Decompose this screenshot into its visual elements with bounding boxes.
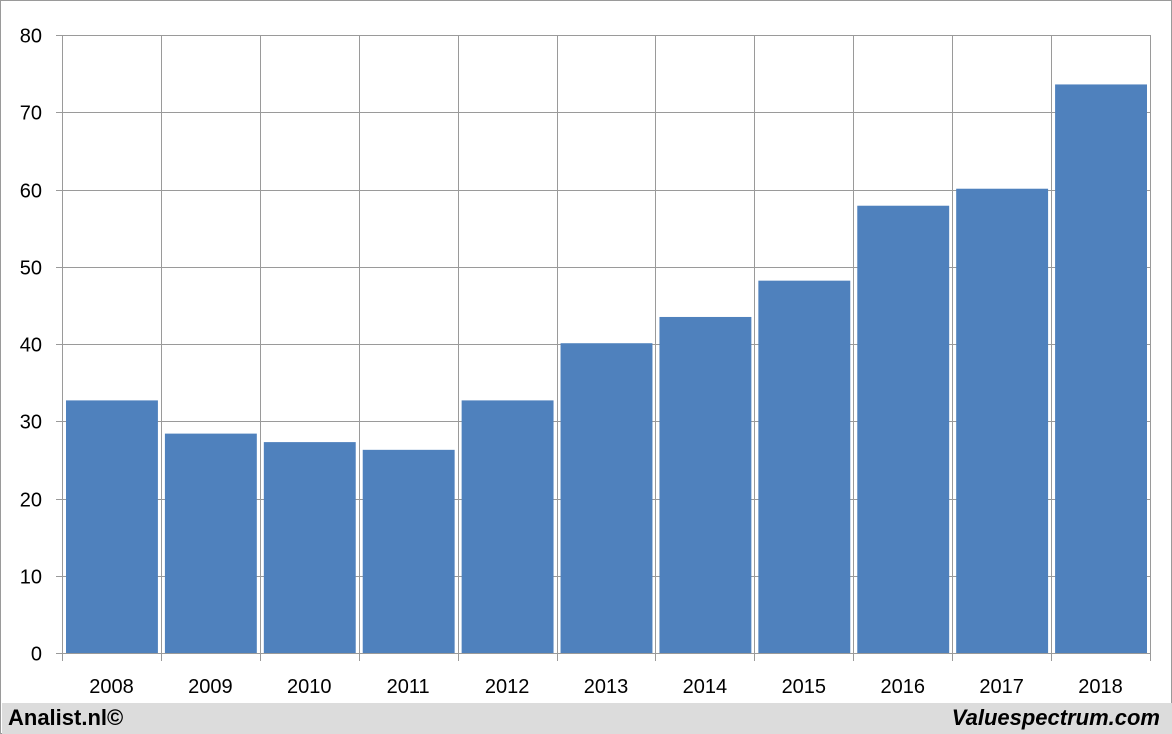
y-tick-label: 40 xyxy=(20,335,42,357)
y-tick-label: 10 xyxy=(20,567,42,589)
x-tick-label: 2017 xyxy=(979,676,1024,698)
x-tick-label: 2011 xyxy=(387,676,430,698)
x-tick-label: 2013 xyxy=(584,676,629,698)
y-tick-label: 50 xyxy=(20,258,42,280)
bar-2015 xyxy=(758,280,851,653)
bar-2010 xyxy=(263,442,356,653)
y-tick-label: 80 xyxy=(20,26,42,48)
bar-2012 xyxy=(461,400,554,653)
x-tick-label: 2018 xyxy=(1078,676,1123,698)
bar-2013 xyxy=(560,343,653,653)
x-tick-label: 2016 xyxy=(880,676,925,698)
bar-series xyxy=(66,84,1147,654)
y-tick-label: 20 xyxy=(20,490,42,512)
y-tick-label: 30 xyxy=(20,412,42,434)
footer-source: Valuespectrum.com xyxy=(951,705,1160,730)
x-axis-tick-labels: 2008 2009 2010 2011 2012 2013 2014 2015 2016 2017… xyxy=(89,676,1123,698)
x-tick-label: 2008 xyxy=(89,676,134,698)
y-tick-label: 0 xyxy=(31,644,42,666)
bar-2014 xyxy=(659,316,752,653)
x-tick-label: 2009 xyxy=(188,676,233,698)
bar-2017 xyxy=(956,188,1049,654)
footer-copyright: Analist.nl© xyxy=(8,705,124,730)
bar-2008 xyxy=(66,400,158,653)
x-tick-label: 2012 xyxy=(485,676,530,698)
bar-2016 xyxy=(857,205,950,653)
x-tick-label: 2015 xyxy=(782,676,827,698)
axes xyxy=(56,35,1150,654)
x-tick-label: 2014 xyxy=(683,676,728,698)
y-tick-label: 70 xyxy=(20,103,42,125)
x-tick-label: 2010 xyxy=(287,676,332,698)
y-tick-label: 60 xyxy=(20,181,42,203)
bar-2011 xyxy=(362,449,455,653)
footer-bar: Analist.nl© Valuespectrum.com xyxy=(2,703,1172,734)
bar-2009 xyxy=(164,433,257,653)
y-axis-tick-labels: 0 10 20 30 40 50 60 70 80 xyxy=(20,26,42,666)
bar-2018 xyxy=(1055,84,1147,653)
